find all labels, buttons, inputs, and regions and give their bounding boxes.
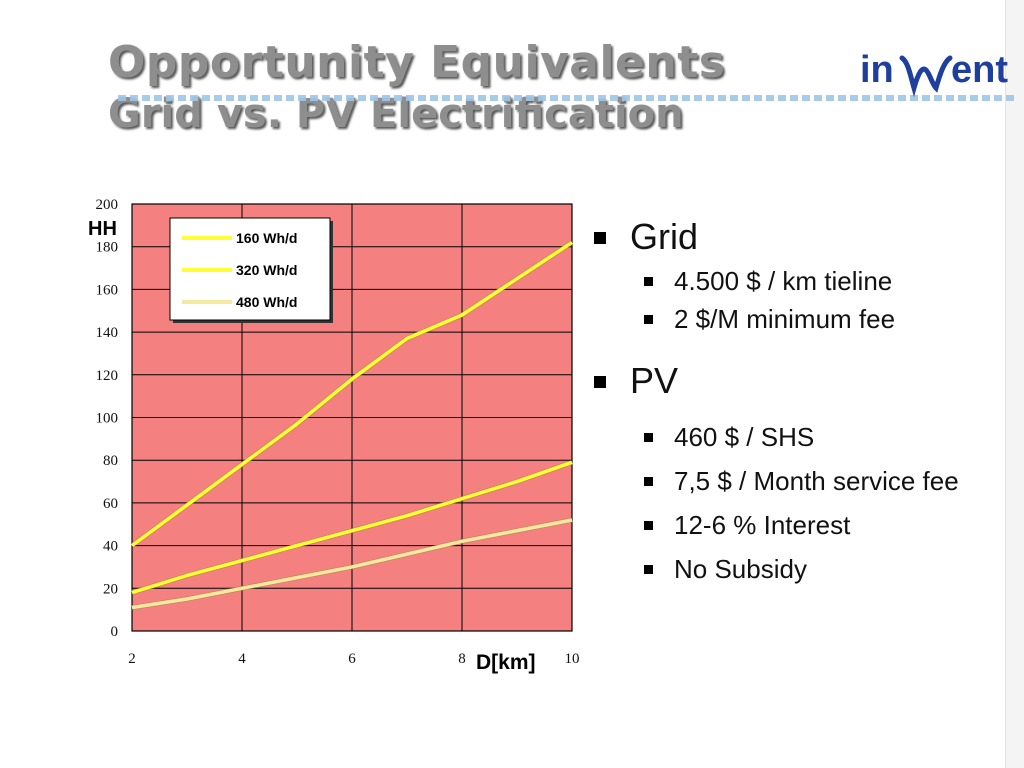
bullet-square-icon xyxy=(644,521,653,530)
series-line-2 xyxy=(131,518,573,610)
x-tick-label: 8 xyxy=(458,651,466,667)
bullet-pv-item: 12-6 % Interest xyxy=(594,506,1004,544)
y-tick-label: 200 xyxy=(96,197,119,213)
bullet-grid: Grid xyxy=(594,212,1004,262)
y-tick-label: 160 xyxy=(96,282,119,298)
x-axis-label: D[km] xyxy=(476,651,536,674)
y-axis-label: HH xyxy=(88,218,117,240)
side-stripe xyxy=(1005,0,1024,768)
bullet-pv-item-text: 12-6 % Interest xyxy=(674,510,851,540)
bullet-pv-item: 7,5 $ / Month service fee xyxy=(594,462,1004,500)
bullet-pv-item-text: 460 $ / SHS xyxy=(674,422,815,452)
legend-label: 480 Wh/d xyxy=(236,294,297,310)
bullet-pv-item: 460 $ / SHS xyxy=(594,418,1004,456)
y-tick-label: 100 xyxy=(96,411,119,427)
y-tick-label: 40 xyxy=(103,539,118,555)
line-chart: 0 20 40 60 80 100 120 140 160 180 200 2 4 6 8 10 HH D[km]… xyxy=(88,197,580,674)
y-tick-label: 20 xyxy=(103,581,118,597)
x-tick-label: 6 xyxy=(348,651,356,667)
bullet-pv-item: No Subsidy xyxy=(594,550,1004,588)
bullet-pv-item-text: No Subsidy xyxy=(674,554,807,584)
y-tick-label: 180 xyxy=(96,240,119,256)
bullet-square-icon xyxy=(644,315,653,324)
x-tick-label: 10 xyxy=(565,651,580,667)
bullet-square-icon xyxy=(594,232,606,244)
bullet-square-icon xyxy=(594,376,606,388)
bullet-square-icon xyxy=(644,433,653,442)
logo-text-left: in xyxy=(860,49,894,91)
bullet-square-icon xyxy=(644,565,653,574)
x-tick-label: 2 xyxy=(128,651,136,667)
bullet-grid-item-text: 4.500 $ / km tieline xyxy=(674,266,893,296)
y-tick-label: 120 xyxy=(96,368,119,384)
bullet-grid-item: 2 $/M minimum fee xyxy=(594,300,1004,338)
y-tick-label: 60 xyxy=(103,496,118,512)
bullet-grid-item: 4.500 $ / km tieline xyxy=(594,262,1004,300)
legend-label: 320 Wh/d xyxy=(236,262,297,278)
series-line-1 xyxy=(131,460,573,595)
slide-title: Opportunity Equivalents Grid vs. PV Elec… xyxy=(108,38,725,140)
logo-wave-icon xyxy=(899,55,953,98)
logo-text-right: ent xyxy=(951,49,1008,91)
bullet-square-icon xyxy=(644,277,653,286)
bullet-pv-item-text: 7,5 $ / Month service fee xyxy=(674,466,959,496)
legend-label: 160 Wh/d xyxy=(236,230,297,246)
invent-logo: in ent xyxy=(860,49,1008,98)
plot-border xyxy=(131,203,573,632)
bullet-grid-item-text: 2 $/M minimum fee xyxy=(674,304,896,334)
y-tick-label: 0 xyxy=(111,624,119,640)
y-tick-label: 140 xyxy=(96,325,119,341)
title-divider xyxy=(118,95,1018,101)
title-line-1: Opportunity Equivalents xyxy=(108,37,726,88)
series-line-0 xyxy=(130,240,573,548)
bullet-pv-label: PV xyxy=(630,360,679,401)
bullet-pv: PV xyxy=(594,356,1004,406)
bullet-grid-label: Grid xyxy=(630,216,699,257)
bullet-square-icon xyxy=(644,477,653,486)
bullet-list: Grid 4.500 $ / km tieline 2 $/M minimum … xyxy=(594,212,1004,588)
x-tick-label: 4 xyxy=(238,651,246,667)
y-tick-label: 80 xyxy=(103,453,118,469)
